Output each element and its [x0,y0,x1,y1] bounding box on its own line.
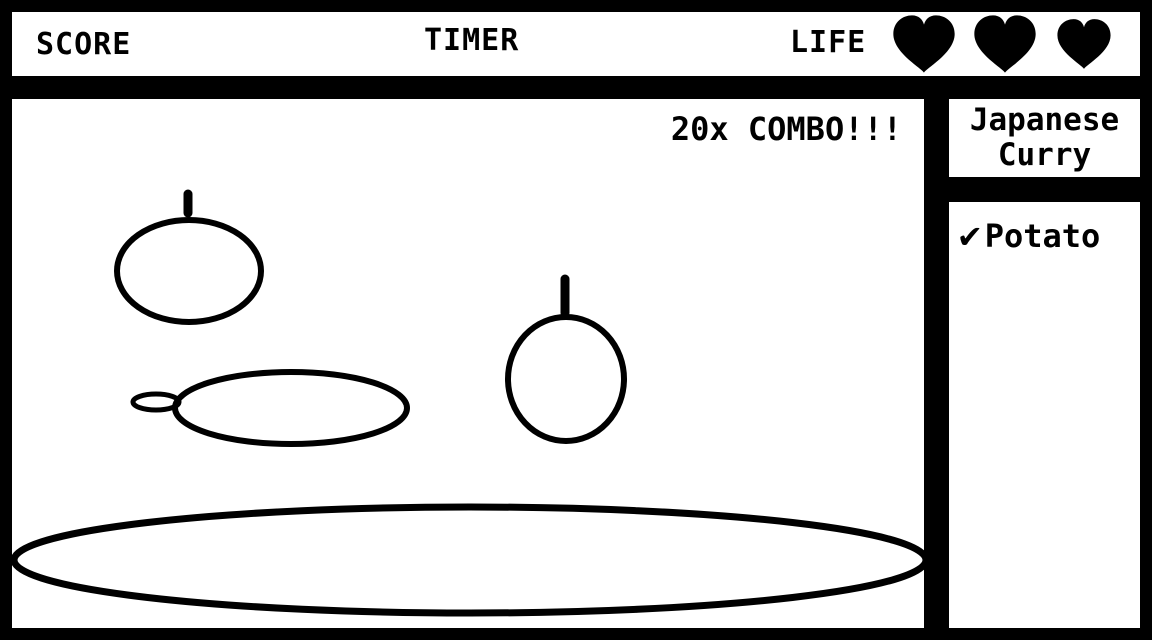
ingredient-name: Potato [984,217,1101,255]
cooking-pot [12,503,924,617]
ingredients-box: ✔ Potato [949,202,1140,628]
game-scene [12,189,924,617]
combo-text: 20x COMBO!!! [670,110,902,148]
heart-icon [1057,19,1111,69]
heart-icon [893,15,955,73]
recipe-title: Japanese Curry [949,103,1140,173]
list-item: ✔ Potato [959,216,1100,256]
falling-ingredient[interactable] [505,274,627,444]
game-area[interactable]: 20x COMBO!!! [12,99,924,628]
timer-label: TIMER [424,23,520,58]
life-label: LIFE [790,25,867,60]
heart-icon [974,15,1036,73]
ingredients-list: ✔ Potato [959,216,1100,256]
hud-bar: SCORE TIMER LIFE [12,12,1140,76]
score-label: SCORE [36,27,132,62]
falling-ingredient[interactable] [130,369,410,447]
falling-ingredient[interactable] [114,189,264,325]
recipe-title-line: Japanese [969,102,1120,138]
checkmark-icon: ✔ [959,215,981,256]
recipe-box: Japanese Curry [949,99,1140,177]
recipe-title-line: Curry [997,137,1092,173]
